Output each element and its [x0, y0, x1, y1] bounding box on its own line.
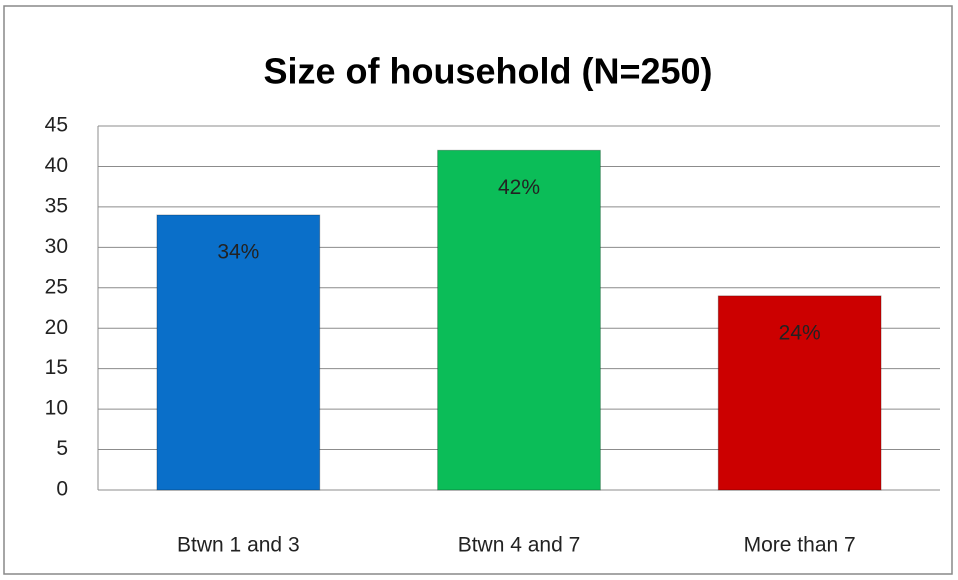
bar [437, 149, 601, 491]
y-tick-label: 25 [45, 275, 68, 298]
y-tick-label: 10 [45, 397, 68, 420]
y-tick-label: 0 [56, 478, 68, 501]
y-tick-label: 20 [45, 316, 68, 339]
x-tick-label: More than 7 [744, 534, 856, 557]
y-tick-label: 5 [56, 437, 68, 460]
value-label: 42% [498, 176, 540, 199]
x-tick-label: Btwn 1 and 3 [177, 534, 300, 557]
bar [156, 214, 321, 491]
y-tick-label: 15 [45, 356, 68, 379]
y-tick-label: 40 [45, 154, 68, 177]
value-label: 24% [779, 321, 821, 344]
value-label: 34% [217, 241, 259, 264]
y-tick-label: 35 [45, 194, 68, 217]
bar [717, 295, 882, 491]
y-tick-label: 30 [45, 235, 68, 258]
y-tick-label: 45 [45, 114, 68, 137]
chart-title: Size of household (N=250) [263, 51, 712, 92]
x-tick-label: Btwn 4 and 7 [458, 534, 581, 557]
